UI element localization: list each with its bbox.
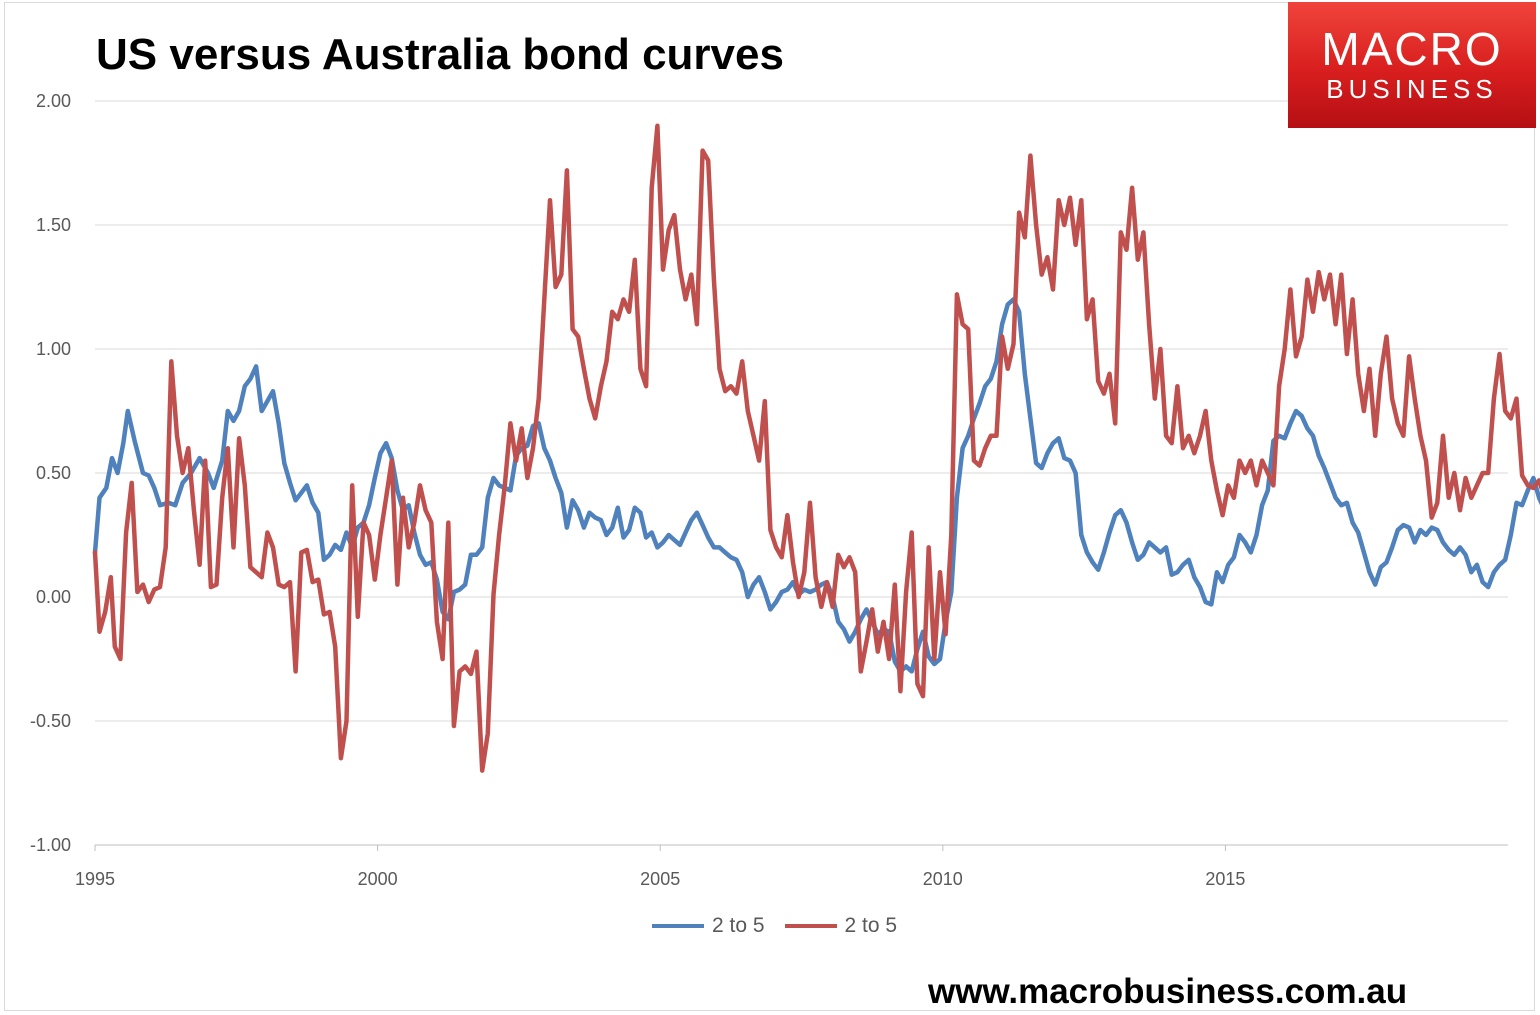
series-line-us xyxy=(92,297,1540,674)
logo-line-2: BUSINESS xyxy=(1326,74,1498,104)
y-tick-label: -1.00 xyxy=(30,835,71,855)
x-tick-label: 2015 xyxy=(1205,869,1245,889)
y-tick-label: 0.00 xyxy=(36,587,71,607)
y-tick-label: 2.00 xyxy=(36,91,71,111)
series-lines xyxy=(92,123,1540,773)
chart-frame xyxy=(4,2,1535,1011)
legend-label-us: 2 to 5 xyxy=(712,914,765,937)
y-tick-label: 1.50 xyxy=(36,215,71,235)
x-tick-label: 2000 xyxy=(358,869,398,889)
x-tick-label: 2010 xyxy=(923,869,963,889)
legend-item-us: 2 to 5 xyxy=(652,914,765,938)
y-tick-label: 1.00 xyxy=(36,339,71,359)
legend-label-australia: 2 to 5 xyxy=(844,914,898,937)
x-tick-label: 1995 xyxy=(75,869,115,889)
legend-swatch-australia xyxy=(784,924,837,928)
website-url: www.macrobusiness.com.au xyxy=(928,972,1408,1011)
logo-line-1: MACRO xyxy=(1321,23,1503,75)
series-line-australia xyxy=(92,123,1540,773)
legend-item-australia: 2 to 5 xyxy=(784,914,898,938)
x-tick-label: 2005 xyxy=(640,869,680,889)
x-axis: 1995 2000 2005 2010 2015 xyxy=(75,844,1508,889)
chart-title: US versus Australia bond curves xyxy=(96,30,784,79)
gridlines xyxy=(95,100,1508,846)
y-tick-label: -0.50 xyxy=(30,711,71,731)
legend-swatch-us xyxy=(652,924,704,928)
legend: 2 to 5 2 to 5 xyxy=(652,914,917,938)
y-axis-ticks: 2.00 1.50 1.00 0.50 0.00 -0.50 -1.00 xyxy=(30,91,71,855)
y-tick-label: 0.50 xyxy=(36,463,71,483)
macro-business-logo: MACRO BUSINESS xyxy=(1288,2,1536,128)
